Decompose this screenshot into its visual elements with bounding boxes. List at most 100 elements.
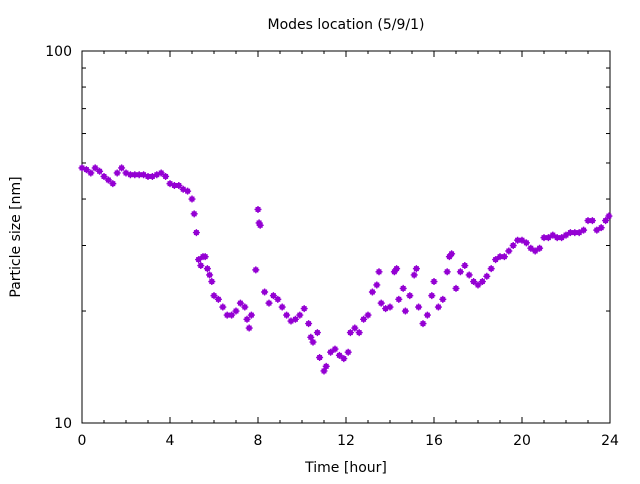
x-tick-label: 20 — [513, 433, 531, 449]
x-axis-label: Time [hour] — [304, 460, 387, 476]
y-tick-label: 10 — [54, 416, 72, 432]
data-point — [214, 295, 222, 303]
data-point — [492, 256, 500, 264]
data-point — [91, 164, 99, 172]
data-point — [188, 195, 196, 203]
data-point — [335, 351, 343, 359]
data-points — [78, 164, 613, 375]
data-point — [439, 295, 447, 303]
data-point — [184, 187, 192, 195]
data-point — [406, 292, 414, 300]
data-point — [245, 324, 253, 332]
data-point — [434, 303, 442, 311]
data-point — [377, 299, 385, 307]
data-point — [195, 256, 203, 264]
data-point — [518, 236, 526, 244]
data-point — [505, 247, 513, 255]
data-point — [465, 271, 473, 279]
data-point — [470, 278, 478, 286]
data-point — [346, 329, 354, 337]
data-point — [527, 244, 535, 252]
data-point — [368, 288, 376, 296]
data-point — [278, 303, 286, 311]
data-point — [483, 272, 491, 280]
data-point — [360, 315, 368, 323]
data-point — [243, 315, 251, 323]
data-point — [219, 303, 227, 311]
data-point — [423, 311, 431, 319]
data-point — [605, 212, 613, 220]
data-point — [241, 303, 249, 311]
data-point — [549, 231, 557, 239]
data-point — [162, 172, 170, 180]
data-point — [197, 262, 205, 270]
data-point — [192, 229, 200, 237]
data-point — [87, 169, 95, 177]
data-point — [428, 292, 436, 300]
data-point — [274, 295, 282, 303]
data-point — [104, 176, 112, 184]
chart-title: Modes location (5/9/1) — [268, 17, 425, 33]
data-point — [355, 329, 363, 337]
data-point — [210, 292, 218, 300]
data-point — [247, 311, 255, 319]
data-point — [456, 268, 464, 276]
x-tick-label: 4 — [166, 433, 175, 449]
data-point — [305, 320, 313, 328]
data-point — [261, 288, 269, 296]
data-point — [316, 353, 324, 361]
data-point — [82, 166, 90, 174]
data-point — [522, 239, 530, 247]
data-point — [327, 348, 335, 356]
data-point — [313, 329, 321, 337]
y-tick-label: 100 — [45, 44, 72, 60]
data-point — [175, 181, 183, 189]
data-point — [309, 338, 317, 346]
axis-ticks: 0 4 8 12 16 20 24 10 100 — [45, 44, 619, 449]
plot-frame — [81, 50, 611, 424]
data-point — [419, 320, 427, 328]
y-axis-label: Particle size [nm] — [8, 176, 24, 297]
data-point — [344, 348, 352, 356]
data-point — [190, 210, 198, 218]
data-point — [283, 311, 291, 319]
data-point — [474, 281, 482, 289]
data-point — [580, 226, 588, 234]
data-point — [300, 305, 308, 313]
data-point — [208, 278, 216, 286]
data-point — [487, 265, 495, 273]
x-tick-label: 8 — [254, 433, 263, 449]
data-point — [393, 265, 401, 273]
data-point — [228, 311, 236, 319]
x-tick-label: 16 — [425, 433, 443, 449]
data-point — [254, 205, 262, 213]
data-point — [118, 164, 126, 172]
data-point — [256, 221, 264, 229]
data-point — [500, 253, 508, 261]
data-point — [558, 234, 566, 242]
data-point — [443, 268, 451, 276]
data-point — [395, 295, 403, 303]
data-point — [322, 362, 330, 370]
data-point — [232, 307, 240, 315]
data-point — [265, 299, 273, 307]
data-point — [331, 345, 339, 353]
data-point — [531, 247, 539, 255]
data-point — [364, 311, 372, 319]
data-point — [461, 262, 469, 270]
data-point — [252, 266, 260, 274]
data-point — [291, 315, 299, 323]
data-point — [269, 292, 277, 300]
data-point — [562, 231, 570, 239]
data-point — [206, 271, 214, 279]
data-point — [536, 244, 544, 252]
x-tick-label: 12 — [337, 433, 355, 449]
x-tick-label: 24 — [601, 433, 619, 449]
data-point — [412, 265, 420, 273]
data-point — [478, 278, 486, 286]
data-point — [415, 303, 423, 311]
data-point — [157, 169, 165, 177]
data-point — [351, 324, 359, 332]
data-point — [597, 224, 605, 232]
data-point — [430, 278, 438, 286]
